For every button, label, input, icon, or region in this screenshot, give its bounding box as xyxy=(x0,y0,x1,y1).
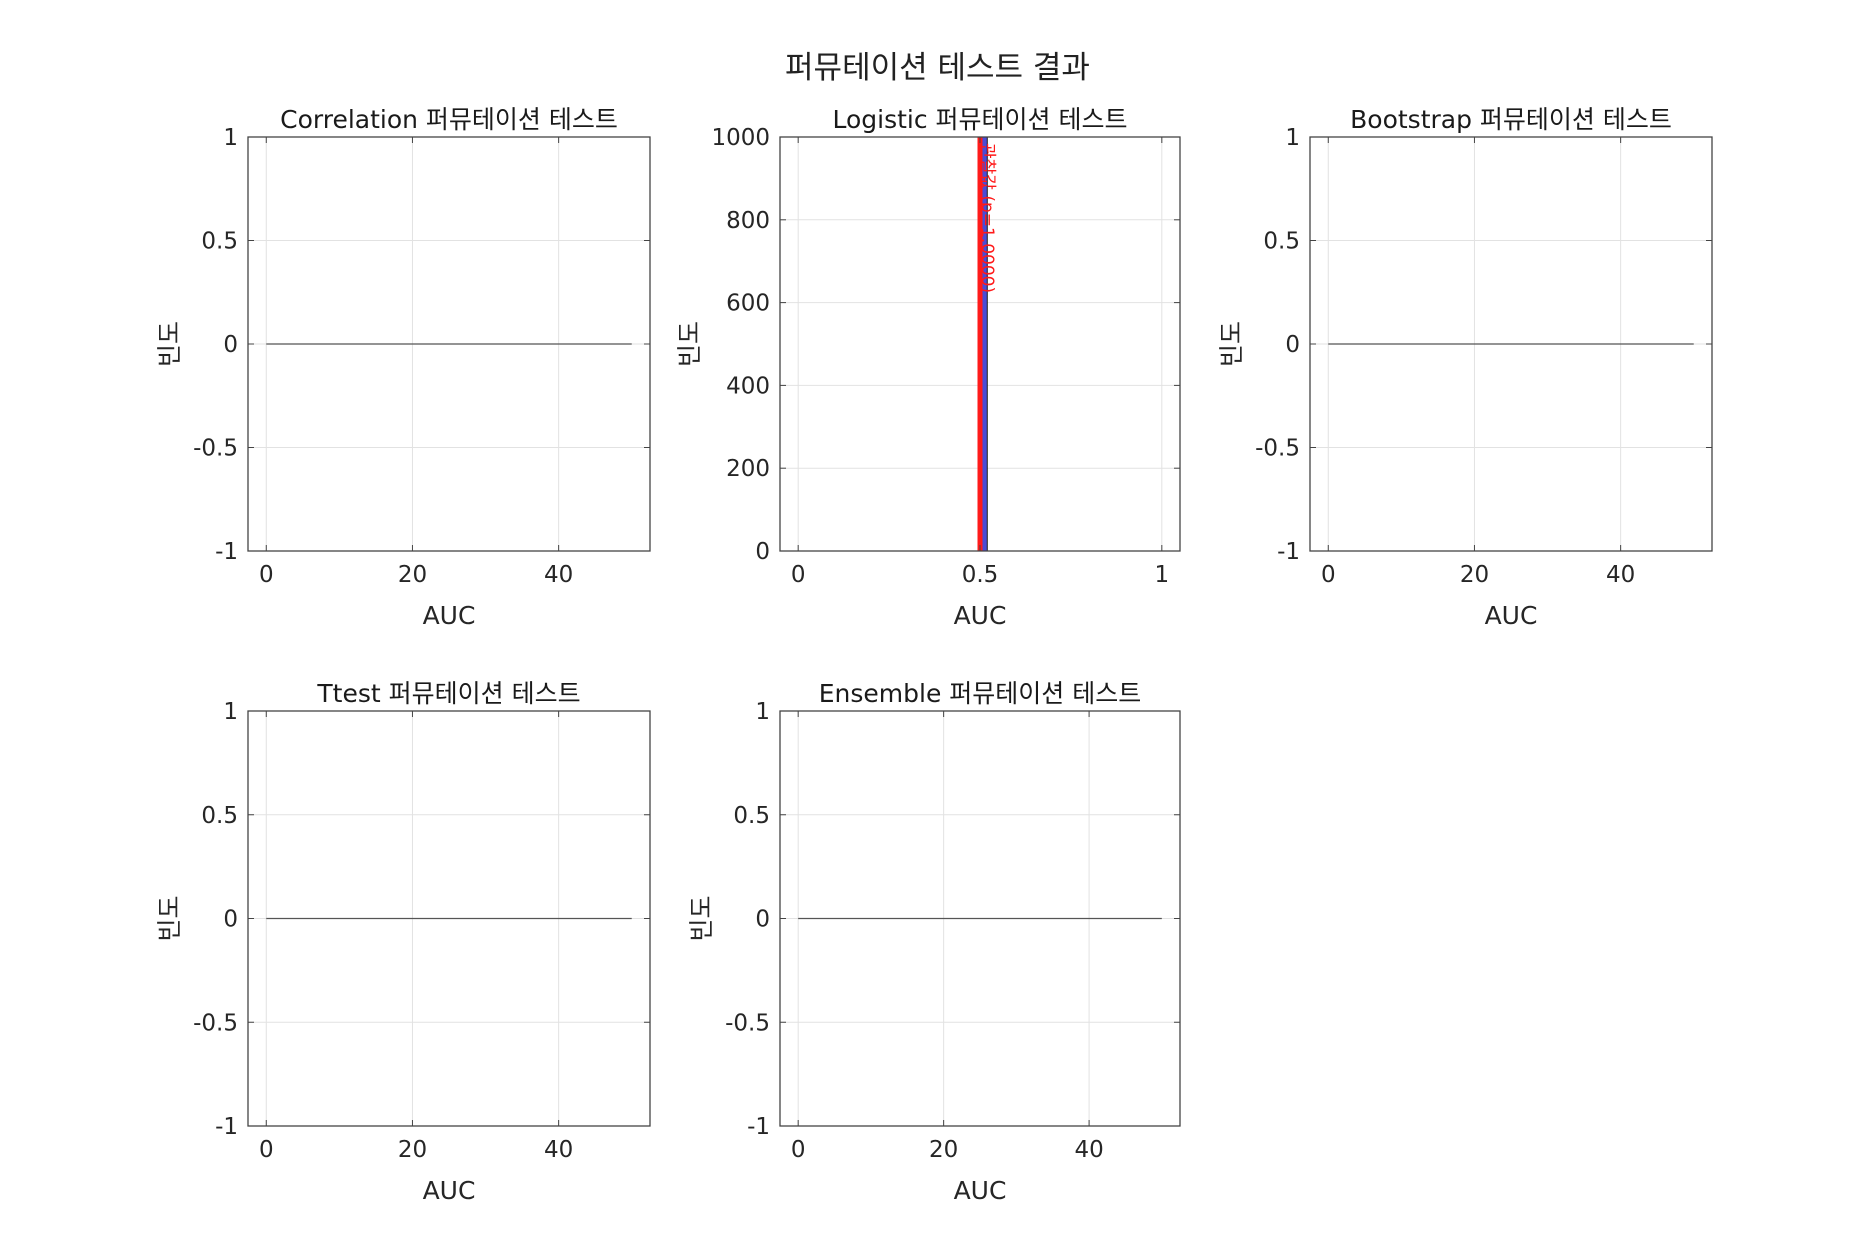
y-tick-label: 0 xyxy=(755,539,770,565)
y-tick-label: 0 xyxy=(755,907,770,933)
y-tick-label: 1 xyxy=(223,699,238,725)
x-tick-label: 20 xyxy=(398,562,427,588)
y-tick-label: 1000 xyxy=(711,125,770,151)
subplot-4: 0 20 40 -1 -0.5 0 0.5 1 Ttest 퍼뮤테이션 테스트 AUC 빈도 xyxy=(155,679,651,1205)
y-axis-label: 빈도 xyxy=(155,321,184,367)
x-tick-label: 0 xyxy=(259,1137,274,1163)
y-axis-label: 빈도 xyxy=(687,895,716,941)
subplot-title: Ensemble 퍼뮤테이션 테스트 xyxy=(819,679,1142,708)
x-tick-label: 0 xyxy=(259,562,274,588)
y-tick-label: 1 xyxy=(223,125,238,151)
y-tick-label: 0 xyxy=(1285,332,1300,358)
y-axis-label: 빈도 xyxy=(155,895,184,941)
x-tick-label: 40 xyxy=(1074,1137,1103,1163)
y-tick-label: -1 xyxy=(215,539,238,565)
x-tick-label: 0.5 xyxy=(962,562,999,588)
x-tick-label: 20 xyxy=(929,1137,958,1163)
subplot-5: 0 20 40 -1 -0.5 0 0.5 1 Ensemble 퍼뮤테이션 테스트 AUC 빈도 xyxy=(687,679,1181,1205)
x-tick-label: 20 xyxy=(398,1137,427,1163)
y-tick-label: 1 xyxy=(755,699,770,725)
y-tick-label: 1 xyxy=(1285,125,1300,151)
subplot-title: Ttest 퍼뮤테이션 테스트 xyxy=(316,679,580,708)
y-tick-label: 400 xyxy=(726,373,770,399)
x-tick-label: 20 xyxy=(1460,562,1489,588)
x-tick-label: 0 xyxy=(791,562,806,588)
subplot-title: Correlation 퍼뮤테이션 테스트 xyxy=(280,105,618,134)
x-tick-label: 0 xyxy=(1321,562,1336,588)
figure-title: 퍼뮤테이션 테스트 결과 xyxy=(785,50,1090,86)
x-tick-label: 40 xyxy=(1606,562,1635,588)
y-tick-label: -0.5 xyxy=(725,1010,770,1036)
subplot-1: 0 20 40 -1 -0.5 0 0.5 1 Correlation 퍼뮤테이션 테스트 AUC… xyxy=(155,105,651,630)
subplot-title: Bootstrap 퍼뮤테이션 테스트 xyxy=(1350,105,1672,134)
y-tick-label: -1 xyxy=(215,1114,238,1140)
y-axis-label: 빈도 xyxy=(675,321,704,367)
x-tick-label: 0 xyxy=(791,1137,806,1163)
x-axis-label: AUC xyxy=(954,601,1007,630)
y-tick-label: -0.5 xyxy=(193,1010,238,1036)
x-axis-label: AUC xyxy=(423,601,476,630)
y-tick-label: 0.5 xyxy=(1263,229,1300,255)
x-tick-label: 40 xyxy=(544,1137,573,1163)
y-tick-label: 0.5 xyxy=(201,803,238,829)
subplot-title: Logistic 퍼뮤테이션 테스트 xyxy=(832,105,1127,134)
y-tick-label: -1 xyxy=(747,1114,770,1140)
y-tick-label: -1 xyxy=(1277,539,1300,565)
x-tick-label: 1 xyxy=(1154,562,1169,588)
y-tick-label: 0.5 xyxy=(733,803,770,829)
y-tick-label: 200 xyxy=(726,456,770,482)
y-tick-label: 600 xyxy=(726,291,770,317)
y-tick-label: 0.5 xyxy=(201,229,238,255)
y-tick-label: 800 xyxy=(726,208,770,234)
y-tick-label: 0 xyxy=(223,907,238,933)
y-axis-label: 빈도 xyxy=(1217,321,1246,367)
subplot-2: 관찰값 (p=1.0000) 0 0.5 1 0 200 400 600 800 1000 Logi… xyxy=(675,105,1181,630)
y-tick-label: 0 xyxy=(223,332,238,358)
x-axis-label: AUC xyxy=(1485,601,1538,630)
x-tick-label: 40 xyxy=(544,562,573,588)
y-tick-label: -0.5 xyxy=(1255,436,1300,462)
y-tick-label: -0.5 xyxy=(193,436,238,462)
x-axis-label: AUC xyxy=(954,1176,1007,1205)
x-axis-label: AUC xyxy=(423,1176,476,1205)
subplot-3: 0 20 40 -1 -0.5 0 0.5 1 Bootstrap 퍼뮤테이션 테스트 AUC 빈도 xyxy=(1217,105,1713,630)
observed-value-label: 관찰값 (p=1.0000) xyxy=(977,143,997,293)
